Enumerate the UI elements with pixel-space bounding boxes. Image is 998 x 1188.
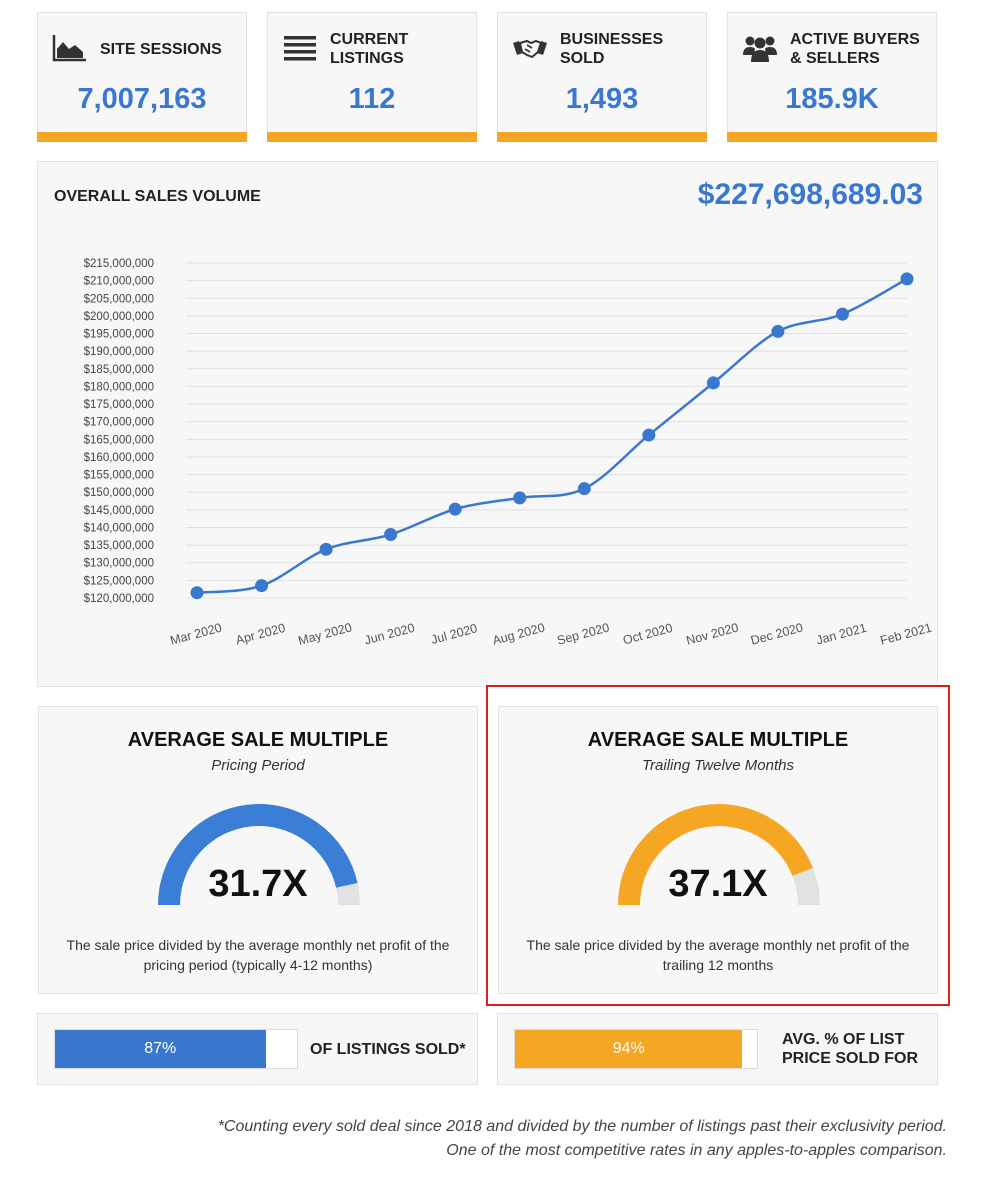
stat-accent-bar — [267, 132, 477, 142]
multiple-title: AVERAGE SALE MULTIPLE — [587, 729, 849, 751]
y-tick-label: $155,000,000 — [84, 470, 154, 482]
y-tick-label: $140,000,000 — [84, 522, 154, 534]
data-point — [513, 491, 527, 505]
data-point — [190, 586, 204, 600]
progress-fill: 87% — [55, 1030, 266, 1068]
progress-label: OF LISTINGS SOLD* — [310, 1041, 466, 1058]
list-icon — [284, 36, 316, 61]
gauge-track — [336, 882, 360, 906]
y-tick-label: $160,000,000 — [84, 452, 154, 464]
x-tick-label: Jan 2021 — [815, 621, 868, 648]
data-point — [448, 502, 462, 516]
progress-fill: 94% — [515, 1030, 743, 1068]
x-tick-label: Jun 2020 — [363, 621, 416, 648]
x-tick-label: Feb 2021 — [879, 621, 934, 648]
progress-track: 87% — [54, 1029, 298, 1069]
footnote: *Counting every sold deal since 2018 and… — [218, 1115, 947, 1163]
y-tick-label: $180,000,000 — [84, 381, 154, 393]
stat-value: 185.9K — [785, 83, 879, 115]
stat-card-site-sessions: SITE SESSIONS 7,007,163 — [37, 12, 247, 142]
stat-card-businesses-sold: BUSINESSES SOLD 1,493 — [497, 12, 707, 142]
x-tick-label: Jul 2020 — [430, 621, 479, 647]
stat-value: 112 — [348, 83, 396, 115]
multiple-description: The sale price divided by the average mo… — [66, 937, 450, 973]
area-chart-icon — [52, 35, 86, 62]
highlight-box — [486, 685, 950, 1006]
stat-value: 1,493 — [565, 83, 639, 115]
multiple-description: The sale price divided by the average mo… — [526, 937, 910, 973]
multiple-value: 31.7X — [208, 863, 308, 905]
progress-card-listings-sold: 87% OF LISTINGS SOLD* — [37, 1013, 478, 1085]
stat-label: CURRENT LISTINGS — [330, 31, 409, 67]
multiple-card-trailing-twelve: AVERAGE SALE MULTIPLE Trailing Twelve Mo… — [498, 706, 938, 994]
x-tick-label: Sep 2020 — [556, 620, 611, 647]
handshake-icon — [513, 39, 547, 59]
y-tick-label: $210,000,000 — [84, 276, 154, 288]
x-tick-label: Oct 2020 — [621, 621, 674, 648]
x-tick-label: Nov 2020 — [685, 620, 740, 647]
data-point — [642, 428, 656, 442]
stat-accent-bar — [727, 132, 937, 142]
data-point — [900, 272, 914, 286]
data-point — [577, 482, 591, 496]
data-point — [319, 542, 333, 556]
y-tick-label: $175,000,000 — [84, 399, 154, 411]
stat-label: ACTIVE BUYERS & SELLERS — [790, 31, 920, 67]
y-tick-label: $150,000,000 — [84, 487, 154, 499]
stat-accent-bar — [497, 132, 707, 142]
x-tick-label: May 2020 — [297, 620, 354, 648]
series-line — [196, 277, 908, 594]
progress-track: 94% — [514, 1029, 758, 1069]
y-tick-label: $145,000,000 — [84, 505, 154, 517]
y-tick-label: $135,000,000 — [84, 540, 154, 552]
y-tick-label: $125,000,000 — [84, 575, 154, 587]
stat-card-active-buyers: ACTIVE BUYERS & SELLERS 185.9K — [727, 12, 937, 142]
y-tick-label: $200,000,000 — [84, 311, 154, 323]
y-tick-label: $130,000,000 — [84, 558, 154, 570]
multiple-title: AVERAGE SALE MULTIPLE — [127, 729, 389, 751]
chart-title: OVERALL SALES VOLUME — [54, 188, 261, 205]
multiple-value: 37.1X — [668, 863, 768, 905]
x-tick-label: Dec 2020 — [749, 620, 804, 647]
sales-volume-chart: $215,000,000 $210,000,000 $205,000,000 $200… — [84, 258, 934, 648]
gauge-fill — [158, 804, 358, 906]
y-tick-label: $185,000,000 — [84, 364, 154, 376]
y-tick-label: $195,000,000 — [84, 329, 154, 341]
stat-accent-bar — [37, 132, 247, 142]
x-tick-label: Mar 2020 — [169, 621, 224, 648]
gauge-track — [792, 867, 820, 906]
multiple-gauge — [618, 804, 820, 906]
multiple-gauge — [158, 804, 360, 906]
gauge-fill — [618, 804, 813, 906]
data-point — [771, 324, 785, 338]
multiple-card-pricing-period: AVERAGE SALE MULTIPLE Pricing Period 31.… — [38, 706, 478, 994]
footnote-line-1: *Counting every sold deal since 2018 and… — [217, 1118, 947, 1135]
stat-card-current-listings: CURRENT LISTINGS 112 — [267, 12, 477, 142]
data-point — [384, 528, 398, 542]
sales-volume-total: $227,698,689.03 — [697, 178, 923, 211]
stat-label: BUSINESSES SOLD — [560, 31, 664, 67]
y-tick-label: $170,000,000 — [84, 417, 154, 429]
multiple-subtitle: Pricing Period — [211, 757, 305, 774]
data-point — [835, 307, 849, 321]
footnote-line-2: One of the most competitive rates in any… — [446, 1142, 947, 1159]
users-icon — [743, 36, 777, 62]
data-point — [706, 376, 720, 390]
y-tick-label: $190,000,000 — [84, 346, 154, 358]
data-point — [255, 579, 269, 593]
progress-card-list-price: 94% AVG. % OF LIST PRICE SOLD FOR — [497, 1013, 938, 1085]
y-tick-label: $120,000,000 — [84, 593, 154, 605]
stat-value: 7,007,163 — [77, 83, 207, 115]
y-tick-label: $215,000,000 — [84, 258, 154, 270]
sales-volume-card: OVERALL SALES VOLUME $227,698,689.03 $21… — [37, 161, 938, 687]
y-tick-label: $165,000,000 — [84, 434, 154, 446]
progress-label: AVG. % OF LIST PRICE SOLD FOR — [782, 1031, 919, 1067]
x-tick-label: Aug 2020 — [491, 620, 546, 647]
x-tick-label: Apr 2020 — [234, 621, 287, 648]
stat-label: SITE SESSIONS — [100, 40, 222, 58]
multiple-subtitle: Trailing Twelve Months — [642, 757, 794, 774]
y-tick-label: $205,000,000 — [84, 293, 154, 305]
